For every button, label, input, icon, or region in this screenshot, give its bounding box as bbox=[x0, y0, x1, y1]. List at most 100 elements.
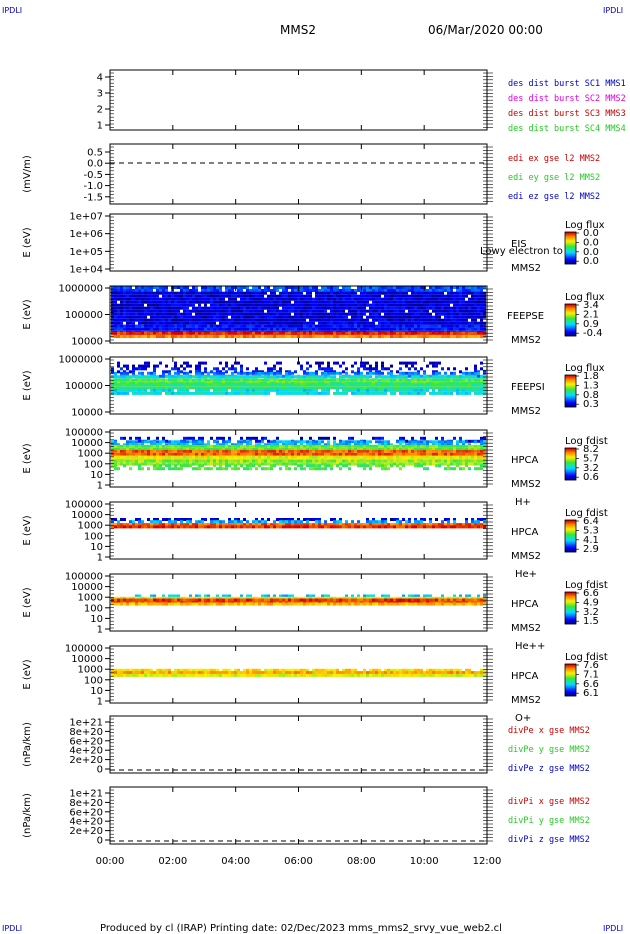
spectrogram-cell bbox=[291, 289, 294, 292]
spectrogram-cell bbox=[360, 327, 363, 331]
spectrogram-cell bbox=[270, 378, 273, 382]
y-tick-label: 10000 bbox=[71, 337, 103, 348]
spectrogram-cell bbox=[147, 386, 150, 390]
spectrogram-cell bbox=[288, 378, 291, 382]
spectrogram-cell bbox=[468, 386, 471, 390]
spectrogram-cell bbox=[435, 309, 438, 313]
spectrogram-cell bbox=[186, 378, 189, 382]
spectrogram-cell bbox=[177, 331, 180, 335]
spectrogram-cell bbox=[441, 386, 444, 390]
spectrogram-cell bbox=[444, 297, 447, 301]
y-tick-label: 0.0 bbox=[87, 159, 103, 170]
spectrogram-cell bbox=[324, 315, 327, 319]
spectrogram-cell bbox=[480, 303, 483, 307]
spectrogram-cell bbox=[414, 361, 417, 365]
spectrogram-cell bbox=[150, 447, 153, 451]
spectrogram-cell bbox=[291, 309, 294, 313]
spectrogram-cell bbox=[321, 324, 324, 328]
spectrogram-cell bbox=[246, 289, 249, 292]
spectrogram-cell bbox=[156, 440, 159, 444]
spectrogram-cell bbox=[378, 294, 381, 298]
spectrogram-cell bbox=[441, 289, 444, 292]
spectrogram-cell bbox=[198, 327, 201, 331]
spectrogram-cell bbox=[171, 375, 174, 379]
spectrogram-cell bbox=[201, 447, 204, 451]
spectrogram-cell bbox=[189, 364, 192, 368]
spectrogram-cell bbox=[381, 364, 384, 368]
spectrogram-cell bbox=[351, 383, 354, 387]
spectrogram-cell bbox=[138, 297, 141, 301]
spectrogram-cell bbox=[276, 331, 279, 335]
spectrogram-cell bbox=[225, 378, 228, 382]
spectrogram-cell bbox=[201, 391, 204, 395]
spectrogram-cell bbox=[267, 315, 270, 319]
spectrogram-cell bbox=[480, 335, 483, 338]
spectrogram-cell bbox=[138, 388, 141, 392]
spectrogram-cell bbox=[423, 327, 426, 331]
spectrogram-cell bbox=[441, 309, 444, 313]
spectrogram-cell bbox=[222, 436, 225, 440]
spectrogram-cell bbox=[141, 335, 144, 338]
spectrogram-cell bbox=[114, 459, 117, 463]
spectrogram-cell bbox=[147, 318, 150, 322]
spectrogram-cell bbox=[420, 388, 423, 392]
spectrogram-cell bbox=[375, 291, 378, 295]
spectrogram-cell bbox=[120, 331, 123, 335]
spectrogram-cell bbox=[378, 318, 381, 322]
spectrogram-cell bbox=[465, 378, 468, 382]
spectrogram-cell bbox=[180, 286, 183, 289]
spectrogram-cell bbox=[411, 286, 414, 289]
spectrogram-cell bbox=[285, 447, 288, 451]
spectrogram-cell bbox=[303, 321, 306, 325]
spectrogram-cell bbox=[402, 286, 405, 289]
spectrogram-cell bbox=[456, 289, 459, 292]
spectrogram-cell bbox=[216, 335, 219, 338]
spectrogram-cell bbox=[438, 309, 441, 313]
spectrogram-cell bbox=[180, 324, 183, 328]
spectrogram-cell bbox=[324, 327, 327, 331]
spectrogram-cell bbox=[390, 312, 393, 316]
spectrogram-cell bbox=[156, 315, 159, 319]
colorbar-cell bbox=[565, 257, 576, 259]
spectrogram-cell bbox=[120, 321, 123, 325]
spectrogram-cell bbox=[342, 361, 345, 365]
colorbar-cell bbox=[565, 385, 576, 387]
spectrogram-cell bbox=[360, 378, 363, 382]
spectrogram-cell bbox=[222, 315, 225, 319]
spectrogram-cell bbox=[450, 312, 453, 316]
spectrogram-cell bbox=[231, 378, 234, 382]
spectrogram-cell bbox=[393, 318, 396, 322]
spectrogram-cell bbox=[276, 383, 279, 387]
spectrogram-cell bbox=[276, 286, 279, 289]
spectrogram-cell bbox=[114, 452, 117, 456]
spectrogram-cell bbox=[183, 447, 186, 451]
spectrogram-cell bbox=[285, 449, 288, 453]
spectrogram-cell bbox=[288, 318, 291, 322]
spectrogram-cell bbox=[174, 318, 177, 322]
spectrogram-cell bbox=[273, 378, 276, 382]
spectrogram-cell bbox=[294, 455, 297, 459]
spectrogram-cell bbox=[288, 440, 291, 444]
spectrogram-cell bbox=[135, 294, 138, 298]
spectrogram-cell bbox=[300, 386, 303, 390]
spectrogram-cell bbox=[414, 300, 417, 304]
spectrogram-cell bbox=[195, 331, 198, 335]
spectrogram-cell bbox=[204, 391, 207, 395]
spectrogram-cell bbox=[441, 303, 444, 307]
spectrogram-cell bbox=[243, 388, 246, 392]
spectrogram-cell bbox=[435, 291, 438, 295]
spectrogram-cell bbox=[363, 303, 366, 307]
spectrogram-cell bbox=[276, 324, 279, 328]
spectrogram-cell bbox=[396, 321, 399, 325]
spectrogram-cell bbox=[150, 452, 153, 456]
spectrogram-cell bbox=[441, 331, 444, 335]
spectrogram-cell bbox=[183, 388, 186, 392]
spectrogram-cell bbox=[273, 303, 276, 307]
spectrogram-cell bbox=[180, 291, 183, 295]
spectrogram-cell bbox=[144, 386, 147, 390]
spectrogram-cell bbox=[342, 388, 345, 392]
spectrogram-cell bbox=[381, 375, 384, 379]
spectrogram-cell bbox=[141, 321, 144, 325]
spectrogram-cell bbox=[204, 318, 207, 322]
spectrogram-cell bbox=[345, 327, 348, 331]
